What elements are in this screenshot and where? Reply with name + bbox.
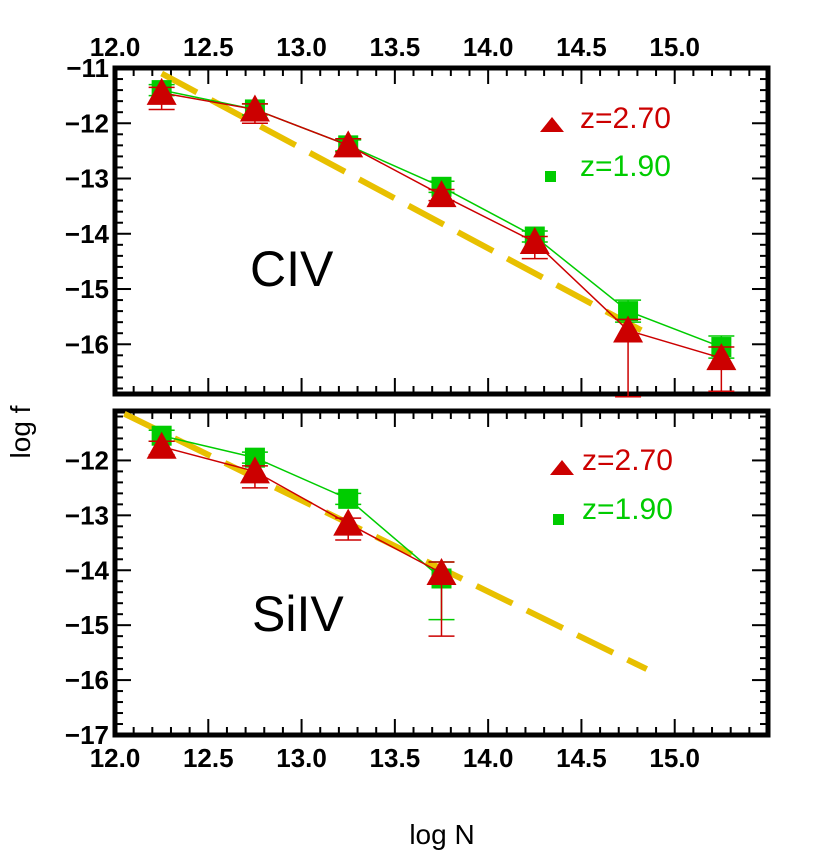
civ-y-tick-label: −16 — [65, 329, 109, 359]
civ-panel-label: CIV — [250, 241, 334, 297]
y-axis-title: log f — [5, 405, 36, 458]
siiv-y-tick-label: −16 — [65, 665, 109, 695]
civ-z270-point — [239, 94, 270, 122]
siiv-z270-point — [239, 456, 270, 484]
siiv-x-tick-label-bottom: 12.0 — [90, 743, 141, 773]
x-axis-title: log N — [409, 819, 474, 850]
civ-z270-point — [333, 130, 364, 158]
siiv-power-law-fit-line — [123, 411, 649, 672]
civ-z270-point — [613, 315, 644, 343]
civ-y-tick-label: −14 — [65, 219, 110, 249]
civ-legend-triangle-marker — [540, 117, 564, 132]
civ-x-tick-label-top: 13.0 — [276, 32, 327, 62]
siiv-legend-z190: z=1.90 — [582, 493, 673, 526]
civ-x-tick-label-top: 13.5 — [370, 32, 421, 62]
siiv-x-tick-label-bottom: 14.0 — [463, 743, 514, 773]
siiv-x-tick-label-bottom: 13.0 — [276, 743, 327, 773]
civ-z270-point — [426, 180, 457, 208]
civ-legend-z270: z=2.70 — [580, 102, 671, 135]
civ-z270-point — [519, 227, 550, 255]
siiv-z270-point — [333, 508, 364, 536]
siiv-legend-triangle-marker — [550, 460, 574, 475]
siiv-x-tick-label-bottom: 12.5 — [183, 743, 234, 773]
siiv-z190-point — [338, 488, 359, 509]
siiv-panel-label: SiIV — [252, 586, 344, 642]
civ-y-tick-label: −13 — [65, 164, 109, 194]
civ-x-tick-label-top: 12.5 — [183, 32, 234, 62]
civ-panel-frame — [112, 65, 771, 397]
siiv-y-tick-label: −14 — [65, 555, 110, 585]
siiv-y-tick-label: −17 — [65, 720, 109, 750]
civ-z190-point — [618, 301, 639, 322]
civ-x-tick-label-top: 14.5 — [556, 32, 607, 62]
siiv-z270-point — [426, 558, 457, 585]
siiv-x-tick-label-bottom: 14.5 — [556, 743, 607, 773]
civ-x-tick-label-top: 14.0 — [463, 32, 514, 62]
siiv-z270-series-line — [161, 445, 442, 574]
civ-legend-square-marker — [545, 171, 556, 182]
civ-z270-point — [706, 343, 737, 371]
siiv-legend-square-marker — [553, 514, 564, 525]
siiv-y-tick-label: −15 — [65, 610, 109, 640]
civ-legend-z190: z=1.90 — [580, 150, 671, 183]
civ-y-tick-label: −12 — [65, 108, 109, 138]
siiv-y-tick-label: −13 — [65, 500, 109, 530]
siiv-z190-series-line — [161, 434, 442, 580]
siiv-x-tick-label-bottom: 15.0 — [649, 743, 700, 773]
siiv-y-tick-label: −12 — [65, 445, 109, 475]
civ-y-tick-label: −11 — [66, 53, 109, 83]
siiv-panel-frame — [112, 408, 771, 738]
civ-x-tick-label-top: 15.0 — [649, 32, 700, 62]
siiv-z270-point — [146, 431, 177, 459]
civ-z270-point — [146, 77, 177, 105]
civ-power-law-fit-line — [160, 70, 649, 336]
civ-y-tick-label: −15 — [65, 274, 109, 304]
civ-x-tick-label-top: 12.0 — [90, 32, 141, 62]
siiv-x-tick-label-bottom: 13.5 — [370, 743, 421, 773]
siiv-legend-z270: z=2.70 — [582, 444, 673, 477]
